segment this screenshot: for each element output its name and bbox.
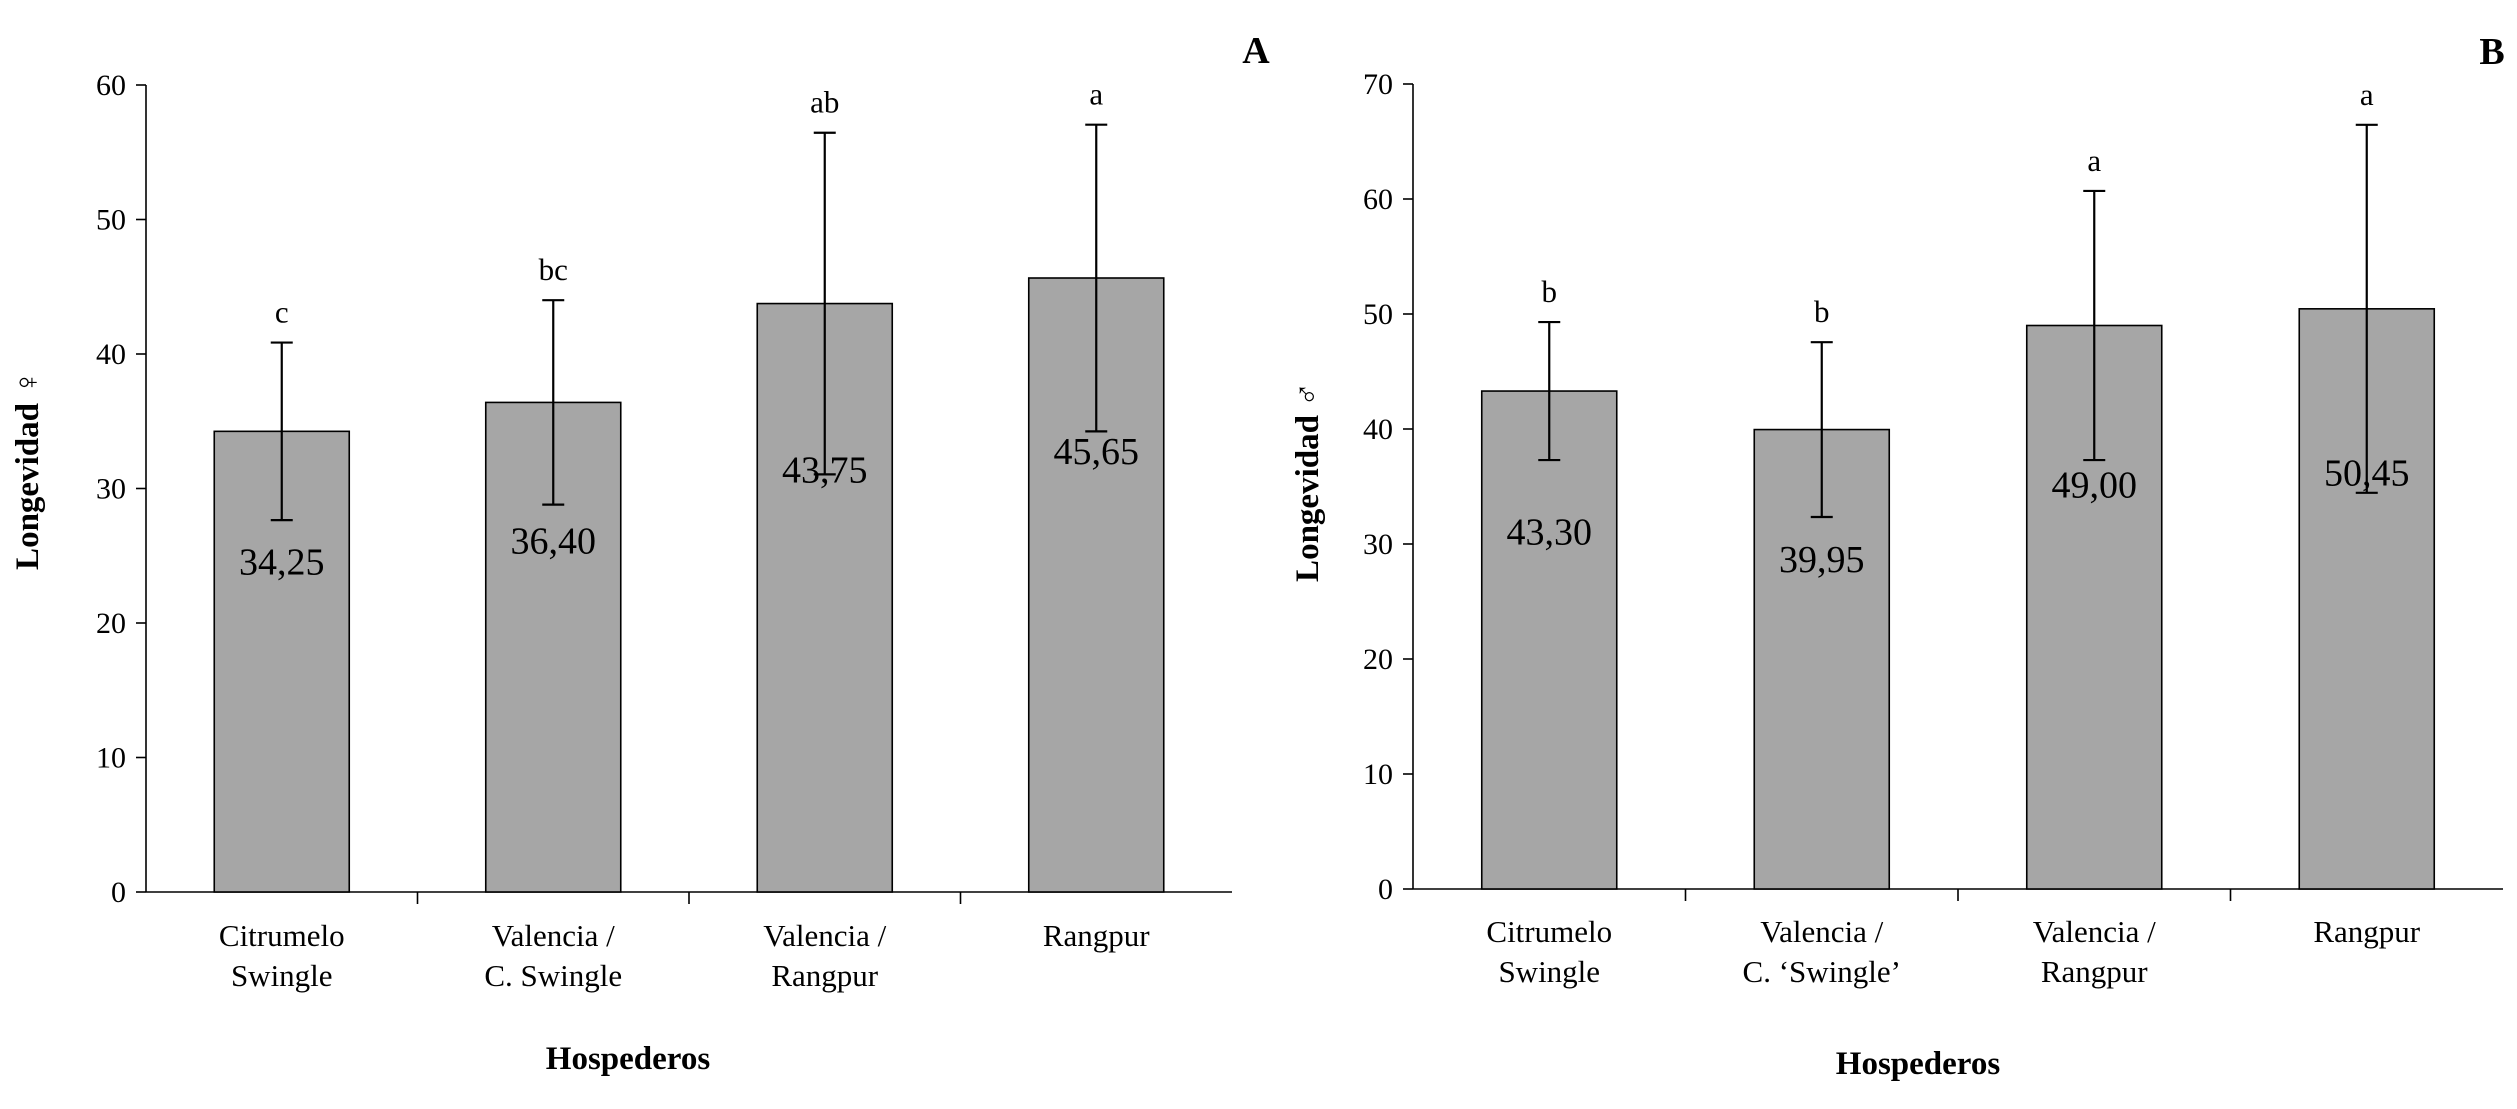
y-tick-label: 0 <box>1378 873 1393 906</box>
significance-letter: a <box>1089 77 1103 112</box>
significance-letter: a <box>2087 143 2101 178</box>
x-category-label: Valencia / <box>2033 914 2156 949</box>
y-tick-label: 50 <box>1363 298 1393 331</box>
x-category-label: C. Swingle <box>484 958 622 993</box>
bar-value-label: 34,25 <box>239 541 325 583</box>
x-category-label: Swingle <box>1498 954 1600 989</box>
y-tick-label: 10 <box>96 742 126 775</box>
y-tick-label: 20 <box>1363 643 1393 676</box>
x-category-label: Rangpur <box>1043 918 1150 953</box>
x-category-label: Citrumelo <box>219 918 345 953</box>
y-tick-label: 30 <box>96 473 126 506</box>
bar-value-label: 43,30 <box>1507 511 1593 553</box>
panel-label: B <box>2479 31 2504 73</box>
y-tick-label: 60 <box>96 69 126 102</box>
significance-letter: a <box>2360 77 2374 112</box>
bar-value-label: 45,65 <box>1054 431 1140 473</box>
bar-value-label: 36,40 <box>511 521 597 563</box>
x-category-label: Citrumelo <box>1486 914 1612 949</box>
x-category-label: Valencia / <box>1760 914 1883 949</box>
panel-a: 0 10 20 30 40 50 60 34,25 c Citrumelo Swingle 36,40… <box>10 30 1270 1077</box>
y-tick-label: 20 <box>96 607 126 640</box>
significance-letter: b <box>1542 274 1558 309</box>
y-tick-label: 0 <box>111 876 126 909</box>
significance-letter: bc <box>539 252 568 287</box>
y-tick-label: 40 <box>96 338 126 371</box>
significance-letter: b <box>1814 294 1830 329</box>
y-tick-label: 60 <box>1363 183 1393 216</box>
y-tick-label: 30 <box>1363 528 1393 561</box>
x-category-label: Rangpur <box>2041 954 2148 989</box>
x-axis-label: Hospederos <box>1836 1046 2001 1082</box>
x-category-label: Swingle <box>231 958 333 993</box>
bar-value-label: 50,45 <box>2324 452 2410 494</box>
bar-value-label: 39,95 <box>1779 539 1865 581</box>
y-tick-label: 40 <box>1363 413 1393 446</box>
x-category-label: C. ‘Swingle’ <box>1743 954 1901 989</box>
y-tick-label: 50 <box>96 204 126 237</box>
significance-letter: c <box>275 295 289 330</box>
x-category-label: Valencia / <box>492 918 615 953</box>
y-axis-label: Longevidad ♂ <box>1290 382 1326 582</box>
y-tick-label: 10 <box>1363 758 1393 791</box>
panel-label: A <box>1242 30 1270 72</box>
significance-letter: ab <box>810 85 839 120</box>
x-category-label: Valencia / <box>763 918 886 953</box>
y-tick-label: 70 <box>1363 68 1393 101</box>
x-category-label: Rangpur <box>771 958 878 993</box>
x-category-label: Rangpur <box>2313 914 2420 949</box>
y-axis-label: Longevidad ♀ <box>10 370 46 570</box>
bar-value-label: 49,00 <box>2052 464 2138 506</box>
bar-value-label: 43,75 <box>782 449 868 491</box>
x-axis-label: Hospederos <box>546 1041 711 1077</box>
bar <box>1480 390 1618 890</box>
panel-b: 0 10 20 30 40 50 60 70 43,30 b Citrumelo Swingle 39,… <box>1290 31 2505 1082</box>
